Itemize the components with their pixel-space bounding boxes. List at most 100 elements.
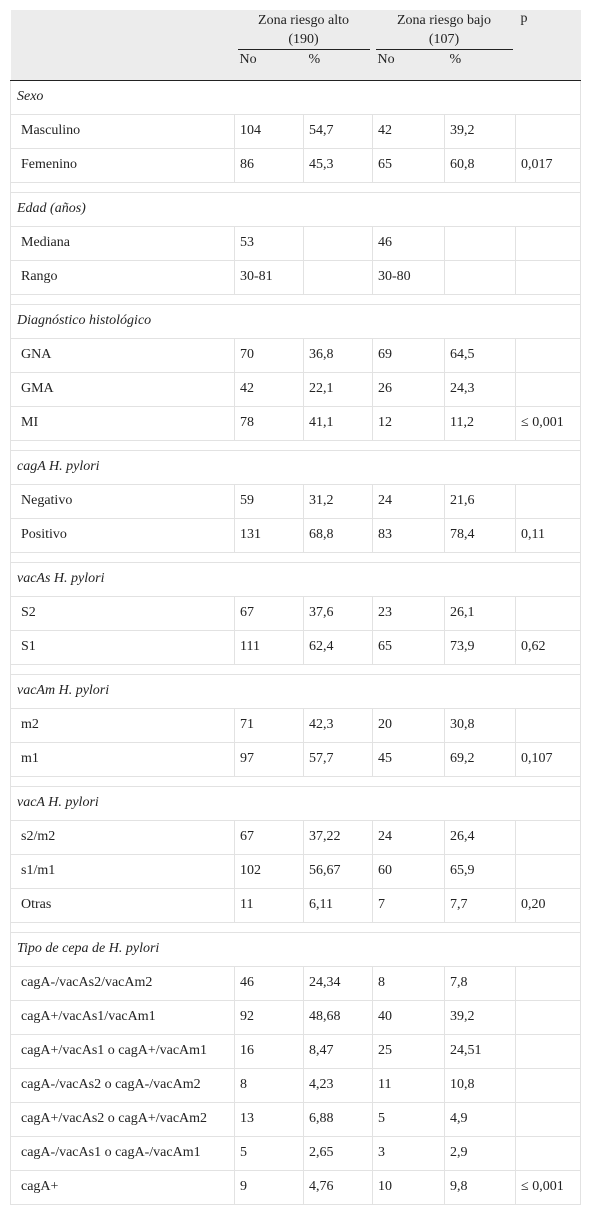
low-count: 8 xyxy=(372,966,446,1001)
row-label: GMA xyxy=(10,372,235,407)
row-label: cagA+/vacAs1/vacAm1 xyxy=(10,1000,235,1035)
high-percent: 54,7 xyxy=(302,114,374,149)
header-p: p xyxy=(515,10,581,50)
group-high-count: (190) xyxy=(288,32,319,47)
section-header: vacAm H. pylori xyxy=(9,674,582,709)
row-label: Rango xyxy=(10,260,235,295)
table-header: Zona riesgo alto (190) Zona riesgo bajo (1… xyxy=(10,10,581,81)
table-row: GMA 42 22,1 26 24,3 xyxy=(10,372,582,407)
spacer-cell xyxy=(9,776,582,787)
low-percent: 10,8 xyxy=(444,1068,517,1103)
high-percent: 24,34 xyxy=(302,966,374,1001)
section-header: vacA H. pylori xyxy=(9,786,582,821)
high-percent: 37,22 xyxy=(302,820,374,855)
low-percent: 65,9 xyxy=(444,854,517,889)
p-value xyxy=(515,1068,582,1103)
low-percent: 73,9 xyxy=(444,630,517,665)
high-count: 9 xyxy=(234,1170,304,1205)
p-value xyxy=(515,820,582,855)
section-title: vacA H. pylori xyxy=(9,786,582,821)
table-row: Otras 11 6,11 7 7,7 0,20 xyxy=(10,888,582,923)
p-value xyxy=(515,372,582,407)
row-label: Masculino xyxy=(10,114,235,149)
low-count: 23 xyxy=(372,596,446,631)
p-value xyxy=(515,484,582,519)
section-title: vacAs H. pylori xyxy=(9,562,582,597)
high-percent: 57,7 xyxy=(302,742,374,777)
table-row: m2 71 42,3 20 30,8 xyxy=(10,708,582,743)
row-label: s1/m1 xyxy=(10,854,235,889)
low-percent: 9,8 xyxy=(444,1170,517,1205)
high-count: 46 xyxy=(234,966,304,1001)
p-value: ≤ 0,001 xyxy=(515,1170,582,1205)
high-count: 13 xyxy=(234,1102,304,1137)
high-percent: 4,23 xyxy=(302,1068,374,1103)
table-row: cagA-/vacAs2/vacAm2 46 24,34 8 7,8 xyxy=(10,966,582,1001)
header-blank-3 xyxy=(515,50,581,81)
row-label: s2/m2 xyxy=(10,820,235,855)
low-count: 69 xyxy=(372,338,446,373)
low-count: 26 xyxy=(372,372,446,407)
high-percent: 37,6 xyxy=(302,596,374,631)
high-count: 67 xyxy=(234,820,304,855)
table-row: s2/m2 67 37,22 24 26,4 xyxy=(10,820,582,855)
low-percent: 64,5 xyxy=(444,338,517,373)
header-blank-2 xyxy=(10,50,235,81)
low-count: 11 xyxy=(372,1068,446,1103)
section-title: Sexo xyxy=(9,80,582,115)
high-percent: 45,3 xyxy=(302,148,374,183)
low-count: 60 xyxy=(372,854,446,889)
results-table-container: Zona riesgo alto (190) Zona riesgo bajo (1… xyxy=(9,10,582,1205)
row-label: Otras xyxy=(10,888,235,923)
spacer-cell xyxy=(9,294,582,305)
p-value xyxy=(515,1000,582,1035)
high-count: 59 xyxy=(234,484,304,519)
p-value xyxy=(515,596,582,631)
table-row: MI 78 41,1 12 11,2 ≤ 0,001 xyxy=(10,406,582,441)
results-table: Zona riesgo alto (190) Zona riesgo bajo (1… xyxy=(9,10,582,1205)
table-row: cagA-/vacAs2 o cagA-/vacAm2 8 4,23 11 10,8 xyxy=(10,1068,582,1103)
group-low-label: Zona riesgo bajo xyxy=(396,13,492,28)
spacer-cell xyxy=(9,552,582,563)
low-count: 30-80 xyxy=(372,260,446,295)
p-value: 0,107 xyxy=(515,742,582,777)
high-percent: 6,88 xyxy=(302,1102,374,1137)
p-value xyxy=(515,114,582,149)
high-count: 111 xyxy=(234,630,304,665)
table-row: cagA+ 9 4,76 10 9,8 ≤ 0,001 xyxy=(10,1170,582,1205)
high-percent: 22,1 xyxy=(302,372,374,407)
high-count: 78 xyxy=(234,406,304,441)
low-percent: 39,2 xyxy=(444,1000,517,1035)
low-count: 65 xyxy=(372,630,446,665)
low-percent: 4,9 xyxy=(444,1102,517,1137)
section-spacer xyxy=(9,776,582,787)
high-count: 67 xyxy=(234,596,304,631)
section-header: vacAs H. pylori xyxy=(9,562,582,597)
section-header: cagA H. pylori xyxy=(9,450,582,485)
header-group-low: Zona riesgo bajo (107) xyxy=(372,10,516,50)
section-spacer xyxy=(9,294,582,305)
table-row: m1 97 57,7 45 69,2 0,107 xyxy=(10,742,582,777)
section-spacer xyxy=(9,552,582,563)
table-row: Femenino 86 45,3 65 60,8 0,017 xyxy=(10,148,582,183)
low-count: 24 xyxy=(372,484,446,519)
high-count: 104 xyxy=(234,114,304,149)
row-label: S2 xyxy=(10,596,235,631)
table-body: Sexo Masculino 104 54,7 42 39,2 Femenino 86 45,3… xyxy=(9,80,582,1205)
header-no-high: No xyxy=(234,50,304,81)
section-header: Tipo de cepa de H. pylori xyxy=(9,932,582,967)
low-count: 7 xyxy=(372,888,446,923)
table-row: s1/m1 102 56,67 60 65,9 xyxy=(10,854,582,889)
low-percent xyxy=(444,260,517,295)
section-title: Edad (años) xyxy=(9,192,582,227)
high-percent xyxy=(302,226,374,261)
section-title: Diagnóstico histológico xyxy=(9,304,582,339)
row-label: Mediana xyxy=(10,226,235,261)
high-percent: 62,4 xyxy=(302,630,374,665)
low-count: 45 xyxy=(372,742,446,777)
p-value xyxy=(515,338,582,373)
p-value xyxy=(515,1136,582,1171)
low-count: 83 xyxy=(372,518,446,553)
row-label: cagA+/vacAs2 o cagA+/vacAm2 xyxy=(10,1102,235,1137)
spacer-cell xyxy=(9,440,582,451)
